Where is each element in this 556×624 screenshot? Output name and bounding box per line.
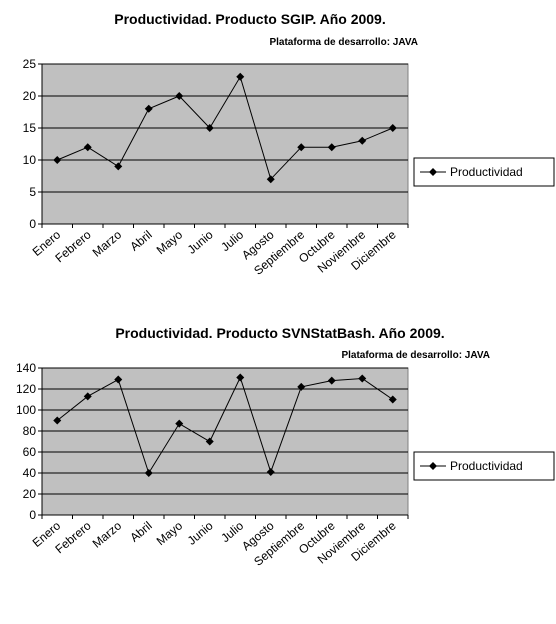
y-tick-label: 0 xyxy=(29,508,36,522)
data-point xyxy=(236,373,245,382)
data-point xyxy=(205,124,214,132)
y-tick-label: 20 xyxy=(23,89,37,103)
data-point xyxy=(236,72,245,81)
chart-1-legend-marker xyxy=(429,168,437,176)
y-tick-label: 5 xyxy=(29,185,36,199)
chart-2-series xyxy=(53,373,397,477)
data-point xyxy=(388,395,397,404)
data-point xyxy=(388,124,397,132)
y-tick-label: 10 xyxy=(23,153,37,167)
y-tick-label: 80 xyxy=(23,424,37,438)
x-tick-label: Junio xyxy=(185,227,216,256)
data-point xyxy=(327,143,336,152)
x-tick-label: Mayo xyxy=(154,518,186,548)
chart-1-y-ticks: 0 5 10 15 20 25 xyxy=(23,57,43,231)
x-tick-label: Junio xyxy=(185,518,216,547)
y-tick-label: 25 xyxy=(23,57,37,71)
chart-2-y-ticks: 0 20 40 60 80 100 120 140 xyxy=(16,361,43,522)
data-point xyxy=(144,104,153,113)
data-point xyxy=(266,467,275,476)
data-point xyxy=(83,143,92,152)
x-tick-label: Marzo xyxy=(90,227,125,259)
data-point xyxy=(114,375,123,384)
data-point xyxy=(205,437,214,446)
chart-1-title: Productividad. Producto SGIP. Año 2009. xyxy=(114,11,386,27)
series-line xyxy=(56,376,394,475)
chart-2-plot-area xyxy=(41,367,409,516)
y-tick-label: 15 xyxy=(23,121,37,135)
x-tick-label: Marzo xyxy=(90,518,125,550)
data-point xyxy=(175,92,184,100)
chart-1-subtitle: Plataforma de desarrollo: JAVA xyxy=(269,37,418,48)
x-tick-label: Abril xyxy=(127,519,154,545)
y-tick-label: 20 xyxy=(23,487,37,501)
x-tick-label: Abril xyxy=(127,228,154,254)
chart-1-series xyxy=(53,72,397,184)
series-line xyxy=(57,75,393,181)
data-point xyxy=(53,416,62,425)
data-point xyxy=(53,156,62,164)
data-point xyxy=(175,419,184,428)
chart-2-subtitle: Plataforma de desarrollo: JAVA xyxy=(341,350,490,361)
data-point xyxy=(358,374,367,383)
data-point xyxy=(114,162,123,171)
chart-1-gridlines xyxy=(42,63,408,193)
y-tick-label: 60 xyxy=(23,445,37,459)
y-tick-label: 100 xyxy=(16,403,36,417)
y-tick-label: 0 xyxy=(29,217,36,231)
data-point xyxy=(266,175,275,184)
chart-2-legend-marker xyxy=(429,462,437,470)
data-point xyxy=(83,392,92,401)
chart-2-title: Productividad. Producto SVNStatBash. Año… xyxy=(115,325,444,341)
chart-1: Productividad. Producto SGIP. Año 2009. … xyxy=(23,11,555,278)
chart-2: Productividad. Producto SVNStatBash. Año… xyxy=(16,325,555,569)
x-tick-label: Mayo xyxy=(154,227,186,257)
chart-2-legend-label: Productividad xyxy=(450,459,523,473)
data-point xyxy=(297,143,306,152)
data-point xyxy=(297,382,306,391)
chart-2-legend: Productividad xyxy=(413,451,555,481)
chart-1-legend: Productividad xyxy=(413,157,555,187)
chart-1-plot-area xyxy=(41,63,409,225)
data-point xyxy=(327,376,336,385)
data-point xyxy=(358,136,367,145)
y-tick-label: 140 xyxy=(16,361,36,375)
y-tick-label: 120 xyxy=(16,382,36,396)
y-tick-label: 40 xyxy=(23,466,37,480)
chart-2-gridlines xyxy=(42,367,408,495)
data-point xyxy=(144,469,153,477)
chart-1-legend-label: Productividad xyxy=(450,165,523,179)
